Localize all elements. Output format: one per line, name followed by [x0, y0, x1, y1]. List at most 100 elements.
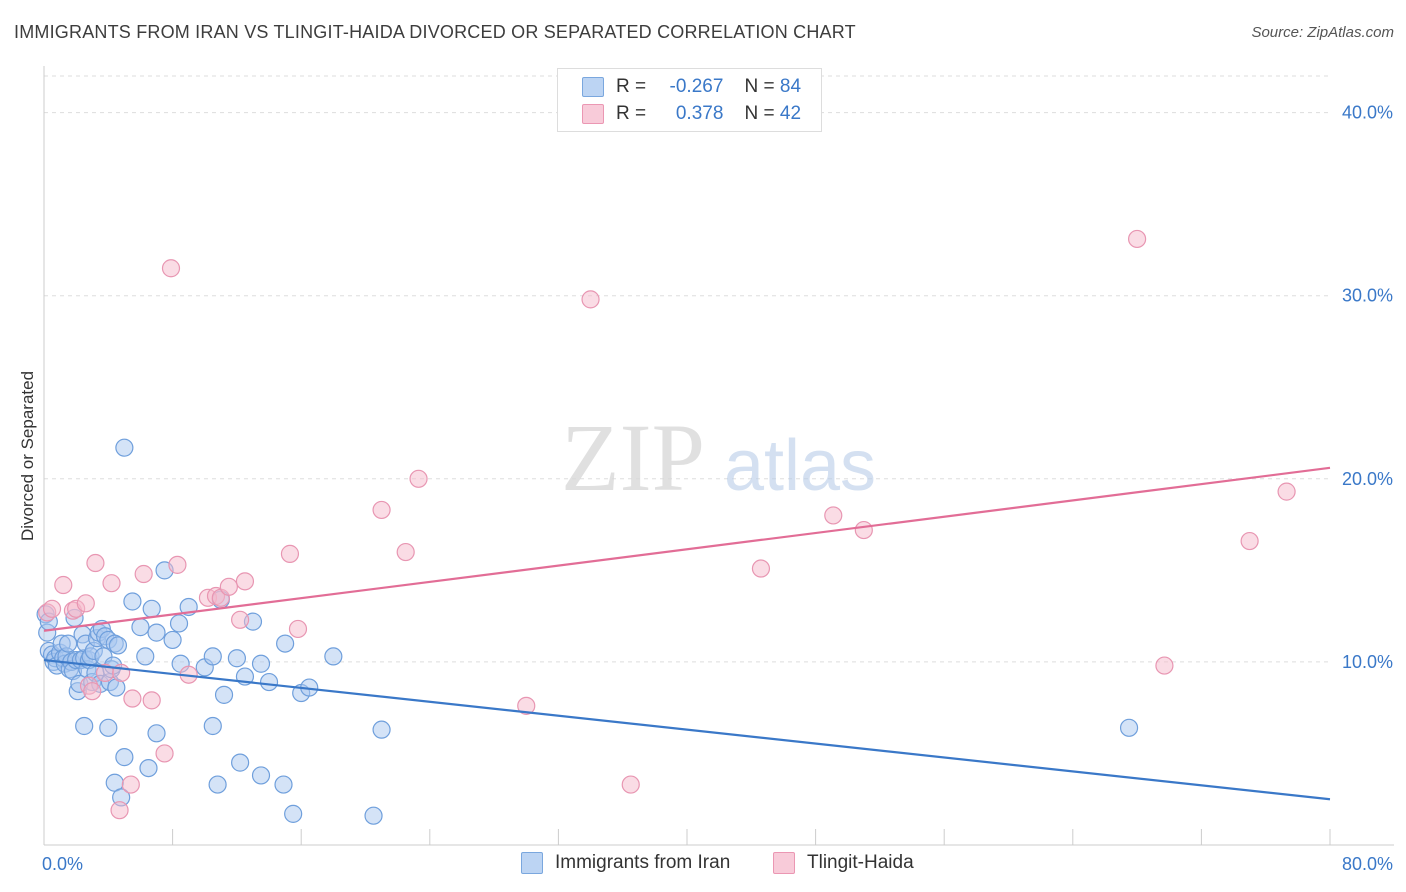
scatter-point — [161, 259, 181, 278]
scatter-point — [136, 647, 155, 666]
scatter-point — [203, 647, 222, 666]
scatter-point — [131, 618, 150, 637]
scatter-point — [42, 599, 62, 618]
legend-row-tlingit: R = 0.378 N = 42 — [582, 101, 801, 127]
trend-line-tlingit-haida — [43, 466, 1331, 632]
scatter-point — [147, 623, 166, 642]
scatter-point — [123, 592, 142, 611]
source-label: Source: ZipAtlas.com — [1251, 24, 1394, 41]
scatter-point — [115, 438, 134, 457]
scatter-point — [288, 619, 308, 639]
scatter-point — [581, 290, 600, 309]
scatter-point — [1127, 229, 1147, 249]
scatter-point — [203, 716, 222, 736]
y-tick-labels: 10.0% 20.0% 30.0% 40.0% — [1342, 103, 1393, 672]
legend-row-iran: R = -0.267 N = 84 — [582, 74, 801, 100]
scatter-point — [99, 718, 118, 737]
bottom-legend-label: Immigrants from Iran — [555, 852, 731, 873]
scatter-point — [121, 775, 140, 794]
bottom-legend-swatch-pink — [773, 852, 795, 874]
scatter-point — [1155, 656, 1174, 675]
bottom-legend-swatch-blue — [521, 852, 543, 874]
y-tick-label: 30.0% — [1342, 286, 1393, 306]
scatter-point — [231, 610, 250, 629]
bottom-legend-iran: Immigrants from Iran — [521, 852, 730, 874]
y-tick-label: 40.0% — [1342, 103, 1393, 123]
legend-r-label: R = — [616, 76, 647, 97]
scatter-point — [59, 634, 78, 653]
scatter-point — [517, 696, 536, 715]
scatter-point — [274, 775, 293, 794]
scatter-point — [372, 500, 391, 520]
scatter-point — [372, 720, 391, 739]
y-tick-label: 10.0% — [1342, 652, 1393, 672]
scatter-point — [235, 572, 255, 591]
legend-n-value: 84 — [779, 76, 802, 97]
scatter-point — [142, 599, 161, 618]
scatter-point — [280, 544, 300, 563]
legend-r-label: R = — [616, 103, 647, 124]
scatter-point — [155, 744, 174, 763]
correlation-legend: R = -0.267 N = 84 R = 0.378 N = 42 — [557, 68, 822, 132]
scatter-point — [110, 801, 129, 820]
y-axis-label: Divorced or Separated — [18, 370, 37, 542]
watermark: ZIP atlas — [561, 404, 876, 511]
scatter-point — [163, 630, 182, 650]
scatter-point — [231, 753, 250, 772]
scatter-point — [123, 689, 142, 708]
scatter-point — [102, 574, 121, 593]
scatter-point — [1240, 531, 1259, 551]
trend-line-iran — [43, 658, 1331, 801]
scatter-point — [169, 614, 189, 633]
scatter-point — [324, 647, 343, 666]
scatter-point — [276, 634, 295, 653]
scatter-point — [115, 748, 134, 767]
scatter-point — [854, 520, 873, 540]
scatter-point — [396, 542, 415, 562]
scatter-point — [139, 758, 158, 778]
scatter-point — [259, 672, 279, 692]
scatter-point — [227, 649, 246, 668]
x-tick-labels: 0.0% 80.0% — [42, 854, 1393, 874]
bottom-legend-label: Tlingit-Haida — [807, 852, 914, 873]
scatter-point — [251, 766, 271, 785]
y-tick-label: 20.0% — [1342, 469, 1393, 489]
scatter-point — [54, 575, 73, 595]
bottom-legend-tlingit: Tlingit-Haida — [773, 852, 914, 874]
scatter-point — [1119, 718, 1139, 737]
legend-r-value: -0.267 — [669, 76, 724, 97]
scatter-point — [214, 685, 234, 704]
scatter-point — [75, 716, 94, 736]
legend-n-label: N = — [744, 76, 775, 97]
axes — [43, 66, 1394, 846]
scatter-point — [142, 691, 161, 710]
scatter-point — [86, 553, 105, 573]
scatter-point — [824, 506, 843, 525]
trend-lines — [43, 466, 1331, 801]
legend-n-value: 42 — [779, 103, 802, 124]
scatter-point — [251, 654, 271, 673]
scatter-point — [108, 636, 128, 655]
scatter-point — [219, 577, 238, 596]
scatter-point — [1277, 482, 1296, 501]
scatter-point — [409, 469, 428, 488]
scatter-point — [83, 682, 102, 701]
scatter-point — [134, 564, 153, 584]
series-tlingit-haida — [38, 229, 1296, 820]
legend-n-label: N = — [744, 103, 775, 124]
scatter-point — [208, 775, 227, 794]
legend-swatch-pink — [582, 104, 604, 124]
scatter-point — [364, 806, 383, 825]
gridlines — [44, 75, 1330, 663]
watermark-atlas: atlas — [724, 426, 876, 506]
scatter-point — [751, 559, 771, 578]
scatter-point — [621, 775, 640, 794]
legend-r-value: 0.378 — [675, 103, 724, 124]
chart-title: IMMIGRANTS FROM IRAN VS TLINGIT-HAIDA DI… — [14, 22, 856, 42]
scatter-point — [76, 594, 95, 613]
scatter-point — [284, 804, 303, 823]
scatter-point — [168, 555, 187, 574]
scatter-point — [147, 724, 166, 743]
x-tick-label-min: 0.0% — [42, 854, 83, 874]
